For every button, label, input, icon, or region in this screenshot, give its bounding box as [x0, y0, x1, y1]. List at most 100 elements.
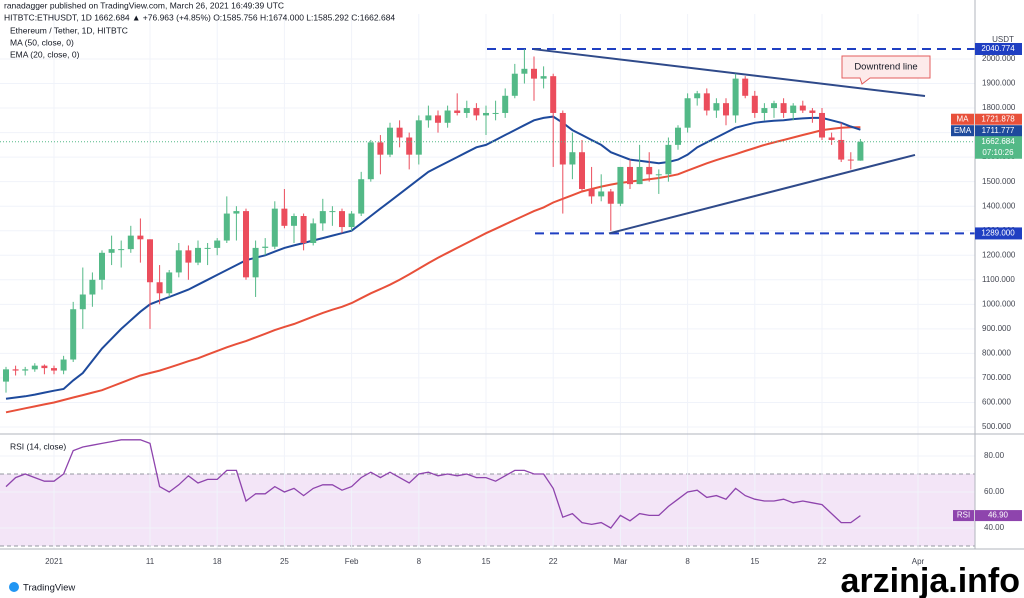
indicator-tag: EMA	[954, 126, 972, 135]
trendline	[533, 48, 926, 98]
candle-body	[742, 78, 749, 96]
candle-body	[531, 68, 537, 79]
rsi-tag: RSI	[957, 511, 970, 520]
candle-body	[473, 108, 480, 116]
candle-body	[358, 179, 365, 214]
y-tick-label: 1500.000	[982, 177, 1016, 186]
candle-body	[60, 359, 67, 371]
y-tick-label: 1400.000	[982, 201, 1016, 210]
y-tick-label: 800.000	[982, 348, 1011, 357]
level-label: 1289.000	[981, 229, 1015, 238]
marks-layer	[0, 47, 975, 529]
candle-body	[300, 216, 307, 243]
candle-body	[511, 73, 518, 96]
candle-body	[703, 93, 710, 111]
candle-body	[732, 78, 739, 116]
rsi-line	[5, 439, 861, 529]
candle-body	[31, 365, 38, 370]
candle-body	[569, 152, 576, 165]
x-tick-label: 2021	[45, 557, 63, 566]
y-tick-label: 1800.000	[982, 103, 1016, 112]
candle-body	[214, 240, 221, 248]
indicator-tag-box	[951, 125, 974, 137]
candle-body	[204, 247, 211, 249]
x-tick-label: 8	[417, 557, 422, 566]
candle-body	[713, 103, 720, 111]
candle-body	[540, 76, 547, 79]
candle-body	[396, 127, 403, 138]
timer-label: 07:10:26	[982, 148, 1014, 157]
candle-body	[617, 166, 624, 204]
candle-body	[521, 68, 528, 74]
y-tick-label: 900.000	[982, 324, 1011, 333]
candle-body	[262, 246, 269, 248]
candle-body	[387, 127, 393, 155]
candle-body	[857, 141, 864, 161]
y-tick-label: 40.00	[984, 523, 1005, 532]
x-tick-label: 22	[549, 557, 558, 566]
footer-brand: TradingView	[23, 583, 75, 594]
candle-body	[828, 137, 835, 140]
chart-title: Ethereum / Tether, 1D, HITBTC	[10, 25, 128, 35]
candle-body	[771, 103, 777, 109]
rsi-band	[0, 474, 975, 546]
candle-body	[627, 166, 633, 185]
last-price-box	[975, 135, 1022, 159]
candle-body	[291, 216, 297, 226]
candle-body	[51, 368, 57, 371]
indicator-line	[5, 115, 861, 400]
watermark: arzinja.info	[841, 562, 1020, 598]
candle-body	[502, 95, 509, 113]
candle-body	[156, 282, 163, 294]
candle-body	[723, 103, 729, 116]
candle-body	[483, 112, 489, 116]
candle-body	[636, 166, 643, 185]
x-tick-label: Feb	[345, 557, 359, 566]
legend-ema: EMA (20, close, 0)	[10, 49, 80, 59]
candle-body	[166, 272, 173, 294]
rsi-value-box	[975, 510, 1022, 522]
rsi-value: 46.90	[988, 511, 1009, 520]
candle-body	[444, 110, 451, 123]
candle-body	[550, 76, 557, 113]
candle-body	[588, 189, 595, 197]
y-tick-label: 700.000	[982, 373, 1011, 382]
candle-body	[655, 174, 662, 176]
x-tick-label: Mar	[614, 557, 628, 566]
candle-body	[492, 112, 499, 114]
candle-body	[137, 235, 144, 240]
candle-body	[223, 213, 230, 241]
candle-body	[22, 369, 29, 371]
candle-body	[665, 144, 672, 175]
level-label-box	[975, 42, 1022, 55]
footer-logo	[9, 582, 19, 592]
candle-body	[108, 249, 115, 253]
y-tick-label: 60.00	[984, 487, 1005, 496]
x-tick-label: 15	[750, 557, 759, 566]
candle-body	[751, 95, 758, 113]
candle-body	[425, 115, 432, 121]
candle-body	[41, 365, 48, 369]
candle-body	[147, 239, 153, 283]
candle-body	[415, 120, 422, 155]
x-tick-label: 25	[280, 557, 289, 566]
candle-body	[780, 103, 787, 113]
indicator-line	[5, 126, 861, 414]
candle-body	[607, 191, 614, 204]
legend-rsi: RSI (14, close)	[10, 441, 66, 451]
candle-body	[118, 249, 125, 251]
y-tick-label: 1200.000	[982, 250, 1016, 259]
candle-body	[819, 112, 825, 138]
candle-body	[70, 309, 77, 360]
candle-body	[646, 166, 653, 175]
candle-body	[175, 250, 182, 273]
candle-body	[694, 93, 701, 99]
x-tick-label: 22	[818, 557, 827, 566]
indicator-value-box	[975, 125, 1022, 137]
grid-layer	[0, 14, 975, 549]
candle-body	[761, 108, 768, 113]
candle-body	[406, 137, 413, 155]
candle-body	[127, 235, 134, 250]
indicator-value: 1721.878	[981, 114, 1015, 123]
